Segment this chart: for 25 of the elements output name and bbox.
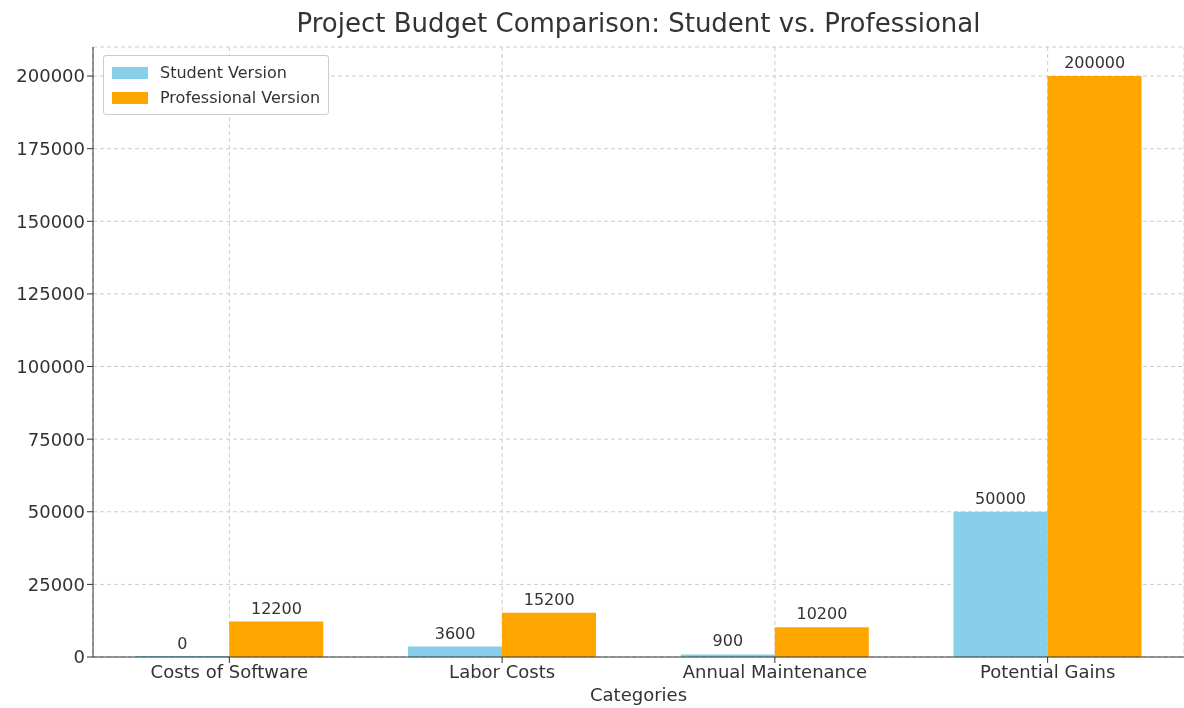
chart-title: Project Budget Comparison: Student vs. Professional [295,8,982,38]
x-tick-label: Labor Costs [449,660,556,682]
y-tick-label: 75000 [27,428,85,450]
x-axis-title: Categories [589,684,688,706]
y-tick-label: 200000 [16,65,85,87]
data-label: 0 [177,634,188,653]
data-label: 50000 [975,488,1027,508]
legend-label: Professional Version [160,87,321,109]
y-tick-label: 125000 [16,283,85,305]
y-tick-label: 25000 [27,573,85,595]
y-tick-label: 100000 [16,355,85,377]
data-label: 15200 [523,589,575,609]
y-tick-label: 0 [73,646,85,668]
y-tick-label: 50000 [27,501,85,523]
y-tick-label: 150000 [16,210,85,232]
data-label: 12200 [250,598,302,618]
legend-label: Student Version [160,62,287,84]
x-tick-label: Potential Gains [979,660,1116,682]
data-label: 10200 [796,604,848,624]
x-tick-label: Costs of Software [150,660,309,682]
data-label: 3600 [434,623,476,643]
data-label: 200000 [1064,53,1126,73]
data-label: 900 [712,631,744,651]
y-tick-label: 175000 [16,138,85,160]
x-tick-label: Annual Maintenance [682,660,867,682]
